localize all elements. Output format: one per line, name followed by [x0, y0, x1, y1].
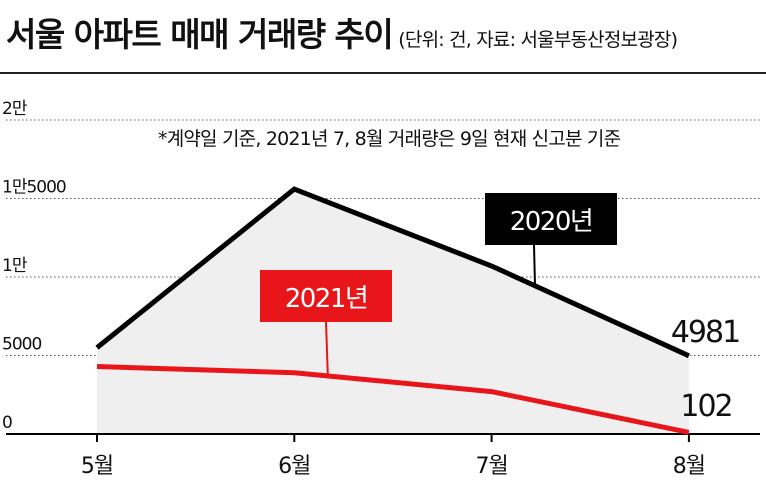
end-label-2020: 4981 [671, 315, 739, 350]
legend-label-2020: 2020년 [510, 207, 593, 237]
x-tick-label-3: 8월 [673, 454, 705, 479]
line-2020 [95, 186, 690, 359]
chart-title: 서울 아파트 매매 거래량 추이 [6, 15, 394, 54]
title-divider [0, 72, 766, 74]
x-tick-label-1: 6월 [278, 454, 310, 479]
line-2021 [96, 363, 690, 435]
legend-label-2021: 2021년 [285, 284, 368, 314]
leader-2021 [325, 321, 329, 377]
legend-box-2021 [260, 270, 392, 322]
y-tick-label-15000: 1만5000 [2, 178, 66, 198]
leader-2020 [533, 244, 537, 286]
chart-subtitle: (단위: 건, 자료: 서울부동산정보광장) [398, 29, 678, 51]
chart-note: *계약일 기준, 2021년 7, 8월 거래량은 9일 현재 신고분 기준 [158, 128, 621, 150]
y-tick-label-10000: 1만 [2, 256, 28, 276]
y-tick-label-5000: 5000 [2, 335, 41, 355]
legend-box-2020 [485, 193, 617, 245]
x-tick-label-0: 5월 [81, 454, 113, 479]
end-label-2021: 102 [680, 389, 731, 424]
x-tick-label-2: 7월 [475, 454, 507, 479]
y-tick-label-0: 0 [2, 413, 12, 433]
y-tick-label-20000: 2만 [2, 99, 28, 119]
chart-header: 서울 아파트 매매 거래량 추이 (단위: 건, 자료: 서울부동산정보광장) [6, 8, 678, 56]
